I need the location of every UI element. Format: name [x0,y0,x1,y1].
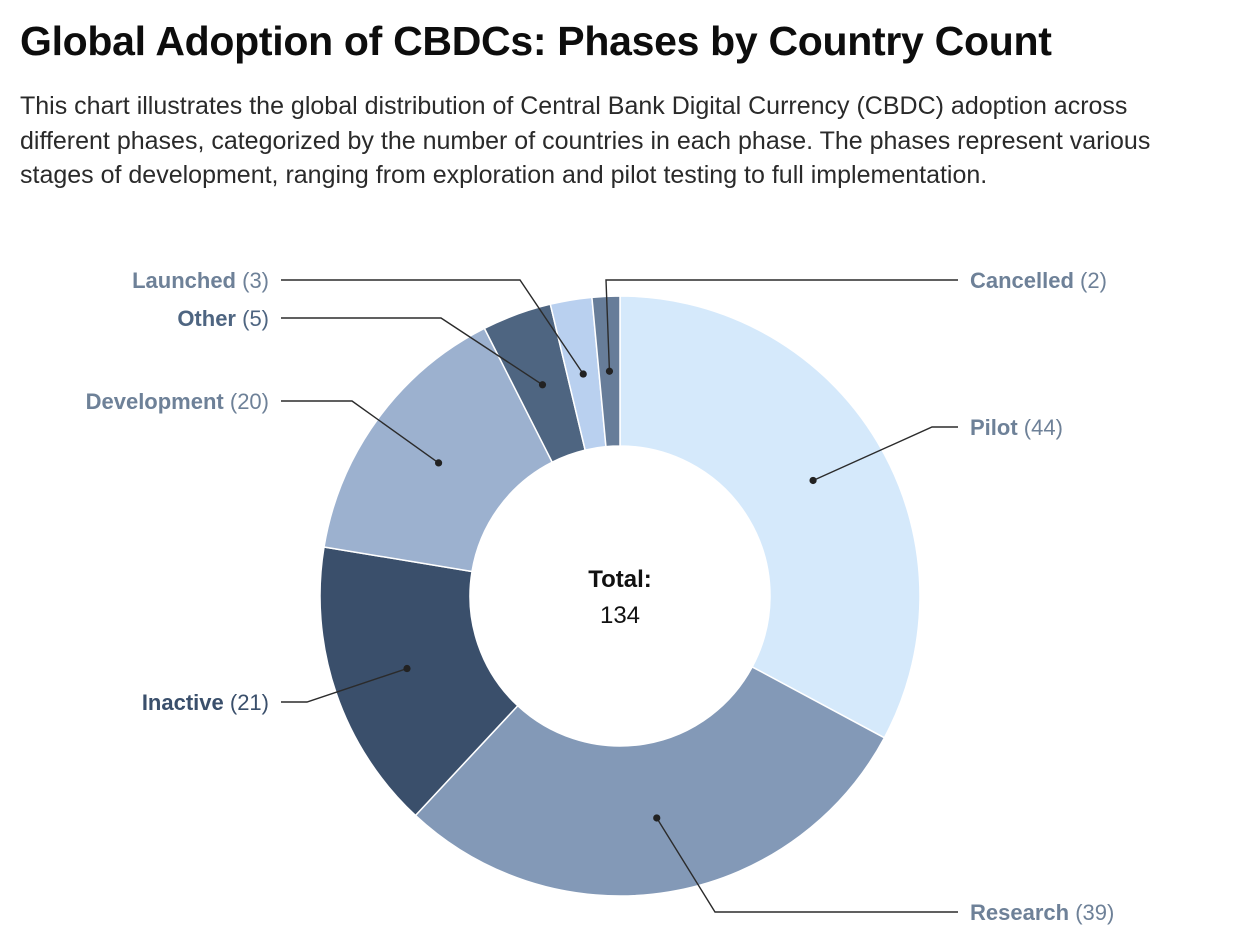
leader-dot-development [434,459,443,467]
donut-slices [319,295,921,897]
slice-label-name: Development [86,389,225,414]
leader-dot-cancelled [605,367,614,375]
slice-label-value: (5) [236,306,269,331]
slice-label-name: Pilot [970,415,1018,440]
slice-pilot [619,295,921,739]
leader-line-other [281,317,543,386]
slice-label-value: (21) [224,690,269,715]
leader-dot-other [538,381,547,389]
leader-dot-launched [579,370,587,378]
slice-label-value: (3) [236,268,269,293]
leader-line-cancelled [605,279,958,372]
slice-label-research: Research (39) [970,900,1114,925]
slice-label-name: Inactive [142,690,224,715]
slice-research [414,665,886,897]
leader-line-inactive [281,667,408,703]
leader-line-research [656,817,958,913]
chart-subtitle: This chart illustrates the global distri… [20,92,1151,189]
slice-label-pilot: Pilot (44) [970,415,1063,440]
leader-line-development [281,400,440,464]
slice-label-value: (44) [1018,415,1063,440]
slice-label-value: (20) [224,389,269,414]
slice-label-other: Other (5) [177,306,269,331]
slice-label-launched: Launched (3) [132,268,269,293]
slice-label-value: (39) [1069,900,1114,925]
center-total-value: 134 [600,602,640,629]
slice-label-name: Cancelled [970,268,1074,293]
slice-development [323,327,554,573]
slice-labels: Pilot (44) Research (39) Inactive (21) Deve… [86,268,1115,925]
slice-label-cancelled: Cancelled (2) [970,268,1107,293]
slice-label-name: Other [177,306,236,331]
center-total-label: Total: [588,566,652,593]
slice-label-value: (2) [1074,268,1107,293]
slice-label-development: Development (20) [86,389,269,414]
leader-dot-inactive [403,664,411,673]
slice-label-name: Launched [132,268,236,293]
leader-dot-pilot [809,476,817,485]
slice-label-name: Research [970,900,1069,925]
leader-lines [281,279,958,913]
leader-dot-research [653,814,661,822]
leader-line-pilot [812,426,958,482]
chart-title: Global Adoption of CBDCs: Phases by Coun… [20,18,1052,64]
leader-line-launched [281,279,584,375]
slice-label-inactive: Inactive (21) [142,690,269,715]
slice-inactive [319,546,519,817]
